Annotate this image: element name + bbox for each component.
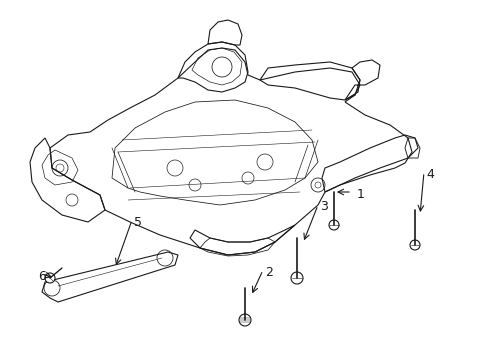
Circle shape	[329, 220, 339, 230]
Text: 3: 3	[320, 201, 328, 213]
Circle shape	[291, 272, 303, 284]
Circle shape	[410, 240, 420, 250]
Text: 1: 1	[357, 188, 365, 201]
Circle shape	[45, 273, 55, 283]
Text: 5: 5	[134, 216, 142, 229]
Text: 6: 6	[38, 270, 46, 283]
Text: 2: 2	[265, 266, 273, 279]
Text: 4: 4	[426, 167, 434, 180]
Circle shape	[239, 314, 251, 326]
